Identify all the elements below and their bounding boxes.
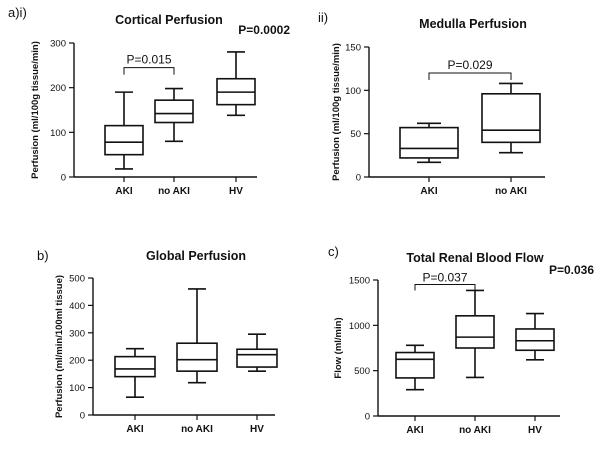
y-tick-label: 200 (50, 83, 66, 94)
chart-title: Global Perfusion (146, 249, 246, 263)
significance-bracket (414, 284, 476, 291)
box-iqr (455, 315, 495, 349)
significance-bracket (428, 72, 512, 80)
bracket-p-value: P=0.015 (126, 53, 171, 67)
x-tick-label: no AKI (158, 186, 190, 197)
x-tick-label: no AKI (495, 186, 527, 197)
significance-bracket (123, 67, 175, 75)
y-tick-label: 500 (354, 366, 370, 377)
chart-title: Medulla Perfusion (419, 17, 527, 31)
box-iqr (114, 355, 156, 378)
x-tick-label: AKI (406, 425, 423, 436)
x-tick-label: HV (250, 424, 264, 435)
y-tick-label: 100 (69, 383, 85, 394)
y-tick-label: 0 (61, 173, 66, 184)
x-tick-label: HV (528, 425, 542, 436)
box-iqr (104, 124, 144, 156)
box-iqr (481, 93, 541, 144)
y-axis-label: Flow (ml/min) (333, 317, 344, 378)
x-tick-label: HV (229, 186, 243, 197)
box-iqr (176, 342, 218, 372)
panel-medulla-perfusion: ii) Medulla Perfusion Perfusion (ml/100g t… (318, 10, 545, 197)
y-tick-label: 150 (345, 43, 361, 54)
y-tick-label: 300 (50, 39, 66, 50)
x-tick-label: no AKI (181, 424, 213, 435)
y-tick-label: 1500 (349, 276, 370, 287)
x-tick-label: AKI (126, 424, 143, 435)
y-axis-label: Perfusion (ml/100g tissue/min) (331, 43, 342, 181)
y-tick-label: 0 (356, 173, 361, 184)
box-iqr (515, 328, 555, 352)
x-tick-label: AKI (420, 186, 437, 197)
y-tick-label: 0 (365, 412, 370, 423)
y-tick-label: 200 (69, 356, 85, 367)
y-axis-label: Perfusion (ml/100g tissue/min) (30, 41, 41, 179)
bracket-p-value: P=0.029 (447, 58, 492, 72)
x-tick-label: no AKI (459, 425, 491, 436)
panel-cortical-perfusion: a)i) Cortical Perfusion P=0.0002 Perfusion … (8, 5, 290, 197)
panel-global-perfusion: b) Global Perfusion Perfusion (ml/min/100m… (37, 248, 278, 435)
y-axis-label: Perfusion (ml/min/100ml tissue) (54, 275, 65, 418)
chart-title: Cortical Perfusion (115, 13, 223, 27)
y-tick-label: 400 (69, 301, 85, 312)
bracket-p-value: P=0.037 (422, 271, 467, 285)
box-iqr (399, 126, 459, 159)
y-tick-label: 100 (50, 128, 66, 139)
box-iqr (154, 99, 194, 124)
y-tick-label: 50 (350, 129, 361, 140)
panel-letter: ii) (318, 10, 328, 25)
corner-p-value: P=0.036 (549, 263, 594, 277)
panel-total-renal-blood-flow: c) Total Renal Blood Flow P=0.036 Flow (ml/… (328, 244, 594, 436)
box-iqr (395, 351, 435, 379)
box-iqr (236, 348, 278, 368)
panel-letter: a)i) (8, 5, 27, 20)
panel-letter: b) (37, 248, 49, 263)
y-tick-label: 0 (80, 411, 85, 422)
y-tick-label: 500 (69, 274, 85, 285)
y-tick-label: 100 (345, 86, 361, 97)
corner-p-value: P=0.0002 (238, 23, 290, 37)
x-tick-label: AKI (115, 186, 132, 197)
panel-letter: c) (328, 244, 339, 259)
chart-title: Total Renal Blood Flow (406, 251, 544, 265)
y-tick-label: 1000 (349, 321, 370, 332)
y-tick-label: 300 (69, 328, 85, 339)
